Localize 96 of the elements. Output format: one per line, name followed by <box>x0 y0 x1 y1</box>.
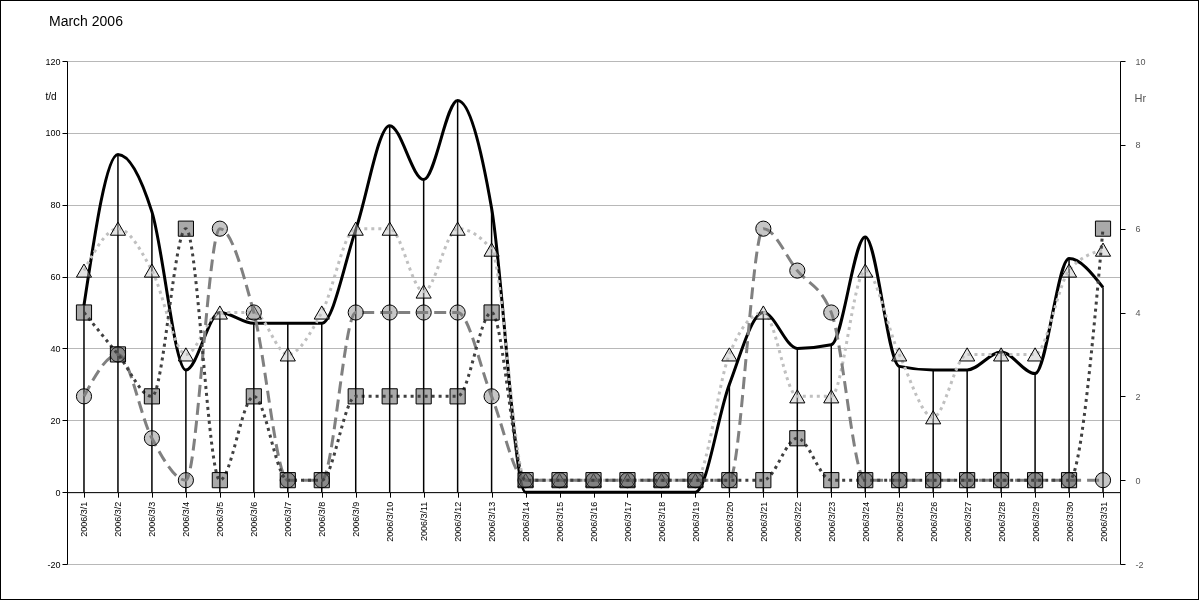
y-tick-label: 20 <box>50 415 61 426</box>
y-tick-label: 60 <box>50 272 61 283</box>
point <box>313 305 330 320</box>
x-tick-label: 2006/3/19 <box>690 501 701 542</box>
point <box>483 242 500 257</box>
point <box>143 263 160 278</box>
x-tick-label: 2006/3/1 <box>79 501 90 537</box>
x-tick-label: 2006/3/24 <box>860 501 871 542</box>
point <box>925 410 942 425</box>
y2-tick-label: 0 <box>1135 475 1141 486</box>
x-tick-label: 2006/3/18 <box>656 501 667 542</box>
point <box>381 221 398 236</box>
point <box>755 220 772 237</box>
x-tick-label: 2006/3/21 <box>758 501 769 542</box>
point <box>789 262 806 279</box>
x-tick-label: 2006/3/29 <box>1030 501 1041 542</box>
point <box>1060 263 1078 278</box>
x-tick-label: 2006/3/25 <box>894 501 905 542</box>
x-tick-label: 2006/3/20 <box>724 501 735 542</box>
point <box>449 388 466 405</box>
point <box>381 304 398 321</box>
point <box>755 472 772 489</box>
x-tick-label: 2006/3/4 <box>181 501 192 537</box>
point <box>449 304 466 321</box>
x-tick-label: 2006/3/17 <box>622 501 633 542</box>
y2-axis-title: Hr <box>1134 91 1147 104</box>
x-tick-label: 2006/3/3 <box>147 501 158 537</box>
point <box>211 472 228 489</box>
y2-tick-label: 6 <box>1135 224 1141 235</box>
point <box>823 472 840 489</box>
x-tick-label: 2006/3/31 <box>1098 501 1109 542</box>
point <box>891 347 908 362</box>
y-axis-title: t/d <box>45 90 57 102</box>
x-tick-label: 2006/3/22 <box>792 501 803 542</box>
y2-tick-label: 4 <box>1135 308 1141 318</box>
point <box>143 388 160 405</box>
x-tick-label: 2006/3/16 <box>589 501 599 542</box>
point <box>857 263 874 278</box>
x-tick-label: 2006/3/5 <box>215 501 226 537</box>
point <box>1094 220 1112 237</box>
y2-tick-label: 10 <box>1135 56 1146 67</box>
y-tick-label: -20 <box>47 559 61 570</box>
x-tick-label: 2006/3/14 <box>521 501 532 542</box>
x-tick-label: 2006/3/10 <box>385 501 396 542</box>
point <box>211 220 228 237</box>
x-tick-label: 2006/3/6 <box>249 501 260 537</box>
point <box>381 388 398 405</box>
point <box>823 304 840 321</box>
point <box>993 347 1010 362</box>
point <box>177 347 194 362</box>
point <box>789 430 806 447</box>
y-tick-label: 0 <box>55 487 61 498</box>
x-tick-label: 2006/3/8 <box>317 501 328 537</box>
y-tick-label: 80 <box>50 200 61 211</box>
y2-tick-label: 2 <box>1135 391 1141 402</box>
point <box>75 304 93 321</box>
point <box>721 347 738 362</box>
point <box>1027 347 1044 362</box>
point <box>415 304 432 321</box>
point <box>75 263 93 278</box>
point <box>823 389 840 404</box>
y2-tick-label: 8 <box>1135 140 1141 151</box>
x-tick-label: 2006/3/23 <box>826 501 837 542</box>
point <box>347 304 364 321</box>
point <box>347 388 364 405</box>
x-tick-label: 2006/3/15 <box>555 501 566 542</box>
point <box>279 347 296 362</box>
point <box>415 284 432 299</box>
point <box>177 472 194 489</box>
x-tick-label: 2006/3/7 <box>283 501 294 537</box>
point <box>449 221 466 236</box>
x-tick-label: 2006/3/26 <box>928 501 939 542</box>
x-tick-label: 2006/3/30 <box>1064 501 1075 542</box>
y-tick-label: 100 <box>45 128 61 139</box>
point <box>959 347 976 362</box>
point <box>415 388 432 405</box>
point <box>1094 472 1112 489</box>
point <box>143 430 160 447</box>
x-tick-label: 2006/3/11 <box>419 501 430 542</box>
x-tick-label: 2006/3/13 <box>487 501 498 542</box>
point <box>483 388 500 405</box>
y-tick-label: 120 <box>45 56 61 67</box>
x-tick-label: 2006/3/2 <box>113 501 124 537</box>
x-tick-label: 2006/3/27 <box>962 501 973 542</box>
point <box>483 304 500 321</box>
x-tick-label: 2006/3/28 <box>996 501 1007 542</box>
x-tick-label: 2006/3/9 <box>351 501 362 537</box>
point <box>109 221 127 236</box>
chart-title: March 2006 <box>48 13 124 29</box>
point <box>789 389 806 404</box>
y2-tick-label: -2 <box>1135 559 1144 570</box>
point <box>245 388 262 405</box>
point <box>177 220 194 237</box>
y-tick-label: 40 <box>50 343 61 354</box>
x-tick-label: 2006/3/12 <box>453 501 464 542</box>
point <box>75 388 93 405</box>
